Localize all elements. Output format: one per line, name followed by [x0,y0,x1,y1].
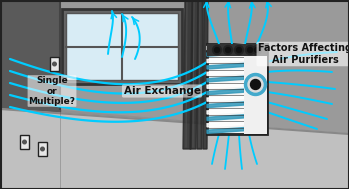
Polygon shape [207,108,244,114]
Bar [244,44,267,134]
Circle shape [223,46,232,54]
Polygon shape [207,89,244,95]
Polygon shape [207,115,244,121]
Bar [62,9,182,84]
Polygon shape [0,109,349,189]
Circle shape [53,62,56,66]
Bar [20,135,29,149]
Polygon shape [207,50,244,56]
Text: Air Exchange: Air Exchange [124,86,200,96]
Polygon shape [207,63,244,69]
Polygon shape [207,57,244,63]
Circle shape [41,147,44,151]
Bar [38,142,47,156]
Circle shape [237,47,242,53]
Polygon shape [60,0,349,134]
Polygon shape [0,0,60,189]
Circle shape [225,47,230,53]
Text: Factors Affecting
Air Purifiers: Factors Affecting Air Purifiers [258,43,349,65]
Polygon shape [207,76,244,82]
Polygon shape [207,83,244,88]
Circle shape [251,80,260,90]
Polygon shape [207,95,244,101]
Text: Single
or
Multiple?: Single or Multiple? [29,76,75,106]
Polygon shape [207,102,244,108]
Circle shape [252,46,261,54]
Bar [66,13,178,80]
Polygon shape [197,0,203,149]
Circle shape [248,77,263,92]
Circle shape [235,46,244,54]
Circle shape [245,46,254,54]
Bar [207,44,267,134]
Polygon shape [190,0,198,149]
Circle shape [247,47,252,53]
Bar [207,44,267,56]
Polygon shape [207,128,244,133]
Polygon shape [207,70,244,75]
Polygon shape [207,121,244,127]
Polygon shape [207,44,244,50]
Circle shape [245,74,267,95]
Circle shape [215,47,220,53]
Polygon shape [183,0,193,149]
Circle shape [213,46,222,54]
Bar [50,57,59,71]
Circle shape [23,140,26,144]
Circle shape [254,47,260,53]
Polygon shape [203,0,208,149]
